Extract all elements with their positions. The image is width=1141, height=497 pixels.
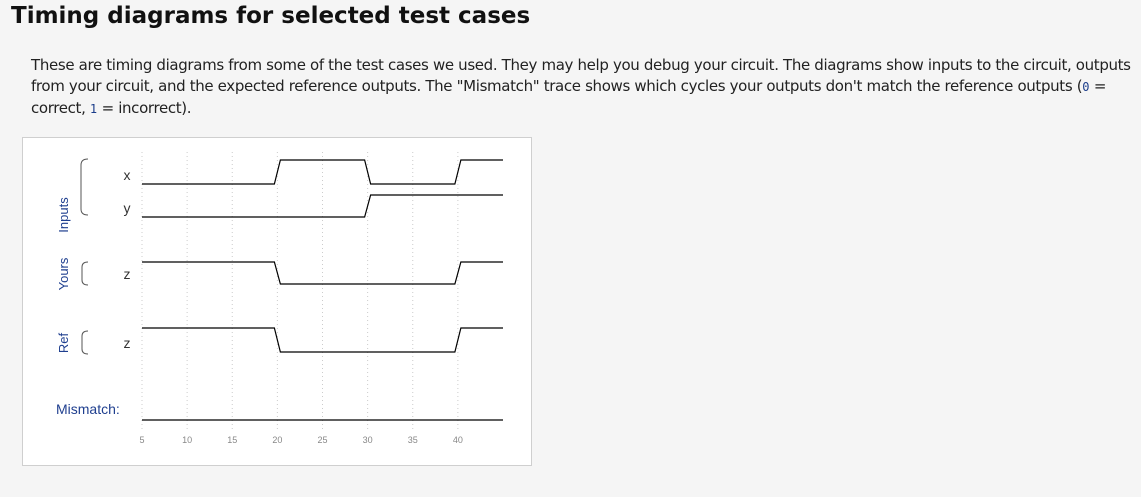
time-axis-ticks: 5 10 15 20 25 30 35 40	[139, 435, 462, 445]
page-title: Timing diagrams for selected test cases	[11, 3, 531, 29]
group-bracket-ref	[81, 330, 89, 355]
time-tick-label: 10	[182, 435, 192, 445]
signal-traces	[142, 159, 503, 421]
group-bracket-yours	[81, 261, 89, 286]
trace-inputs-x	[142, 159, 503, 185]
code-correct-value: 0	[1082, 80, 1090, 94]
signal-label-x: x	[124, 167, 131, 183]
page-description: These are timing diagrams from some of t…	[31, 55, 1141, 120]
time-tick-label: 25	[317, 435, 327, 445]
group-label-inputs: Inputs	[56, 197, 71, 233]
group-bracket-inputs	[80, 158, 89, 216]
time-tick-label: 20	[272, 435, 282, 445]
time-tick-label: 30	[363, 435, 373, 445]
signal-label-yours-z: z	[124, 266, 131, 282]
description-text: These are timing diagrams from some of t…	[31, 56, 1131, 95]
mismatch-label: Mismatch:	[56, 401, 120, 417]
trace-ref-z	[142, 327, 503, 353]
group-label-ref: Ref	[56, 332, 71, 353]
trace-inputs-y	[142, 194, 503, 218]
code-incorrect-value: 1	[89, 102, 98, 116]
signal-label-y: y	[124, 200, 131, 216]
signal-label-ref-z: z	[124, 335, 131, 351]
time-tick-label: 5	[139, 435, 144, 445]
trace-yours-z	[142, 261, 503, 285]
time-tick-label: 40	[453, 435, 463, 445]
correct-legend-text: = correct,	[31, 77, 1107, 117]
time-tick-label: 35	[408, 435, 418, 445]
group-label-yours: Yours	[56, 257, 71, 290]
time-tick-label: 15	[227, 435, 237, 445]
timing-diagram-panel: Inputs Yours Ref x y z z Mismatch: 5 10 15…	[22, 137, 532, 466]
timing-diagram: Inputs Yours Ref x y z z Mismatch: 5 10 15…	[56, 152, 503, 445]
incorrect-legend-text: = incorrect).	[97, 99, 192, 117]
time-grid	[141, 152, 459, 430]
